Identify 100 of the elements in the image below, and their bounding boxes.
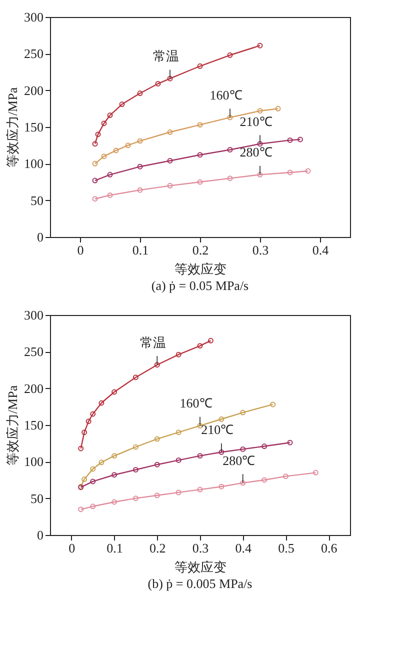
y-tick-label: 300 — [24, 308, 44, 322]
point — [240, 410, 246, 416]
series-label: 160℃ — [210, 87, 242, 102]
x-axis-title: 等效应变 — [174, 560, 226, 574]
y-tick-label: 50 — [30, 490, 44, 506]
point — [98, 400, 104, 406]
point — [262, 477, 268, 483]
x-tick-label: 0.6 — [320, 540, 338, 556]
point — [155, 81, 161, 86]
point — [240, 446, 246, 452]
point — [167, 182, 173, 188]
point — [119, 102, 125, 107]
y-tick-label: 150 — [24, 120, 44, 134]
series-label: 280℃ — [240, 144, 272, 160]
point — [137, 90, 143, 96]
point — [154, 462, 160, 468]
point — [197, 152, 203, 158]
point — [176, 490, 182, 496]
text: (b) ṗ = 0.005 MPa/s — [148, 576, 252, 591]
y-tick-label: 0 — [37, 528, 44, 542]
point — [112, 389, 118, 395]
point — [257, 172, 263, 178]
point — [154, 436, 160, 442]
y-tick-label: 0 — [37, 230, 44, 244]
point — [132, 444, 138, 450]
x-tick-label: 0.1 — [132, 242, 149, 258]
point — [227, 114, 233, 120]
y-tick-label: 250 — [24, 344, 44, 360]
x-tick-label: 0.2 — [192, 242, 209, 258]
point — [132, 467, 138, 472]
point — [90, 478, 96, 484]
x-tick-label: 0.5 — [278, 540, 294, 556]
point — [227, 52, 233, 58]
point — [218, 449, 224, 455]
point — [154, 492, 160, 498]
point — [167, 76, 173, 82]
series-label: 210℃ — [201, 422, 234, 438]
series-label: 280℃ — [222, 452, 256, 468]
point — [197, 63, 203, 69]
point — [107, 192, 113, 198]
point — [197, 179, 203, 185]
point — [176, 457, 182, 463]
x-tick-label: 0 — [77, 242, 84, 258]
point — [287, 137, 293, 143]
point — [262, 444, 268, 449]
point — [137, 138, 143, 144]
point — [82, 430, 88, 436]
series-label: 210℃ — [240, 114, 272, 129]
point — [227, 176, 233, 182]
y-tick-label: 100 — [24, 454, 44, 470]
point — [125, 142, 131, 148]
point — [90, 504, 96, 510]
point — [82, 476, 88, 482]
point — [257, 108, 263, 114]
series-label: 常温 — [140, 334, 166, 350]
point — [86, 418, 92, 424]
point — [287, 170, 293, 176]
point — [90, 466, 96, 472]
y-tick-label: 200 — [24, 380, 44, 396]
y-tick-label: 200 — [24, 82, 44, 98]
x-tick-label: 0.2 — [150, 540, 166, 556]
text: (a) ṗ = 0.05 MPa/s — [151, 278, 249, 293]
y-tick-label: 100 — [24, 156, 44, 172]
x-tick-label: 0.4 — [235, 540, 252, 556]
point — [218, 416, 224, 422]
point — [90, 411, 96, 417]
point — [113, 148, 119, 154]
x-tick-label: 0 — [68, 540, 76, 556]
point — [107, 112, 113, 118]
point — [132, 374, 138, 380]
y-tick-label: 250 — [24, 46, 44, 62]
point — [227, 147, 233, 152]
x-tick-label: 0.3 — [192, 540, 209, 556]
point — [218, 484, 224, 490]
y-tick-label: 150 — [24, 418, 44, 432]
point — [112, 453, 118, 459]
point — [167, 158, 173, 164]
point — [257, 141, 263, 147]
y-axis-title: 等效应力/MPa — [5, 385, 20, 466]
point — [137, 187, 143, 193]
point — [112, 472, 118, 478]
point — [137, 164, 143, 170]
series-label: 常温 — [153, 48, 179, 64]
point — [101, 154, 107, 160]
point — [95, 132, 101, 138]
point — [167, 129, 173, 135]
x-axis-title: 等效应变 — [174, 262, 226, 276]
point — [197, 122, 203, 128]
point — [240, 480, 246, 486]
y-tick-label: 300 — [24, 10, 44, 24]
point — [98, 460, 104, 466]
series-label: 160℃ — [180, 396, 212, 411]
point — [197, 453, 203, 459]
point — [107, 172, 113, 178]
point — [197, 486, 203, 492]
y-tick-label: 50 — [30, 192, 44, 208]
x-tick-label: 0.3 — [252, 242, 269, 258]
point — [101, 120, 107, 126]
point — [282, 474, 288, 480]
y-axis-title: 等效应力/MPa — [5, 87, 20, 168]
